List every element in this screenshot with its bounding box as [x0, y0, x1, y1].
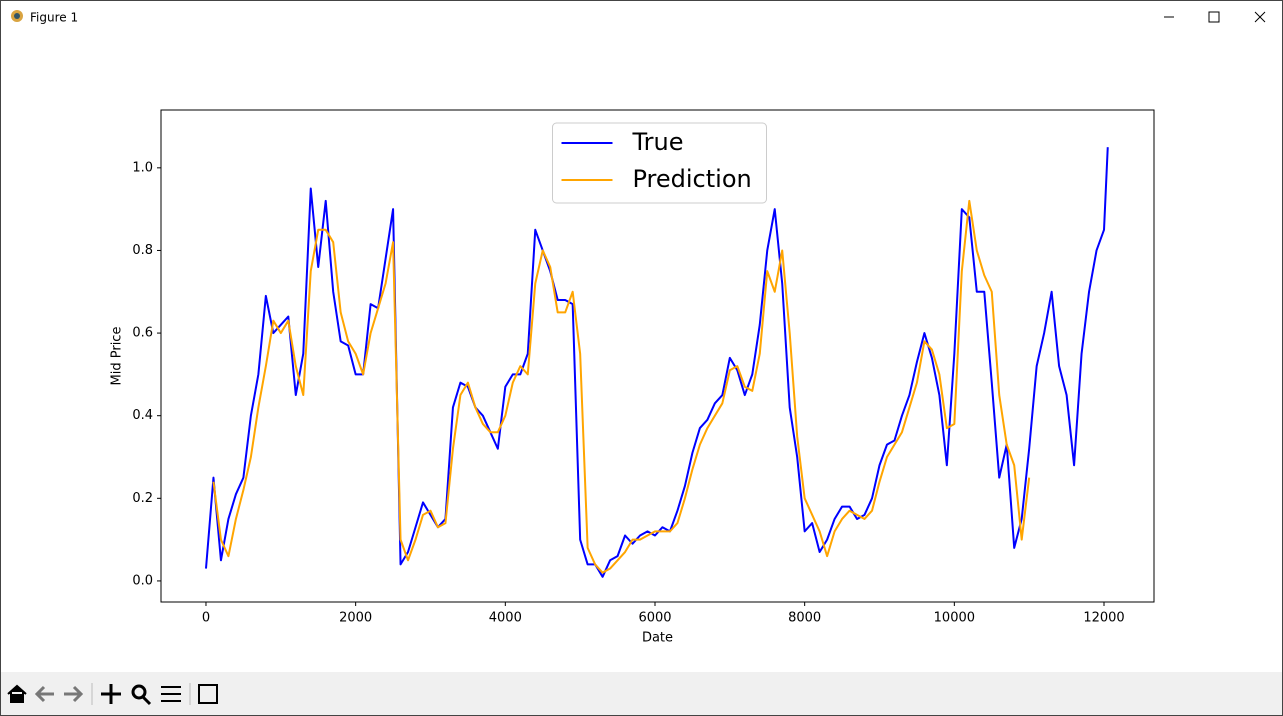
zoom-button[interactable]	[131, 684, 152, 706]
y-tick-label: 1.0	[132, 160, 153, 175]
y-axis-label: Mid Price	[110, 327, 125, 386]
x-tick-label: 6000	[638, 611, 671, 626]
x-tick-label: 0	[202, 611, 210, 626]
y-tick-label: 0.4	[132, 408, 153, 423]
plot-frame	[160, 109, 1155, 603]
back-button[interactable]	[34, 685, 54, 703]
save-button[interactable]	[198, 684, 218, 704]
pan-button[interactable]	[101, 684, 121, 704]
x-tick-label: 2000	[339, 611, 372, 626]
x-axis-label: Date	[642, 631, 673, 646]
x-tick-label: 10000	[934, 611, 975, 626]
app-icon	[11, 10, 23, 22]
y-tick-label: 0.8	[132, 243, 153, 258]
window-title: Figure 1	[30, 11, 78, 25]
home-button[interactable]	[7, 684, 27, 703]
close-button[interactable]	[1254, 11, 1266, 23]
y-tick-label: 0.6	[132, 326, 153, 341]
x-tick-label: 12000	[1083, 611, 1124, 626]
maximize-button[interactable]	[1208, 11, 1220, 23]
toolbar	[1, 672, 1282, 715]
x-tick-label: 8000	[788, 611, 821, 626]
legend-label: True	[632, 128, 684, 156]
forward-button[interactable]	[64, 685, 84, 703]
series-line	[212, 199, 1031, 574]
x-tick-label: 4000	[489, 611, 522, 626]
configure-button[interactable]	[161, 686, 181, 702]
y-tick-label: 0.2	[132, 491, 153, 506]
series-line	[204, 147, 1109, 578]
title-bar	[1, 1, 1282, 31]
legend-label: Prediction	[633, 165, 752, 193]
y-tick-label: 0.0	[132, 573, 153, 588]
